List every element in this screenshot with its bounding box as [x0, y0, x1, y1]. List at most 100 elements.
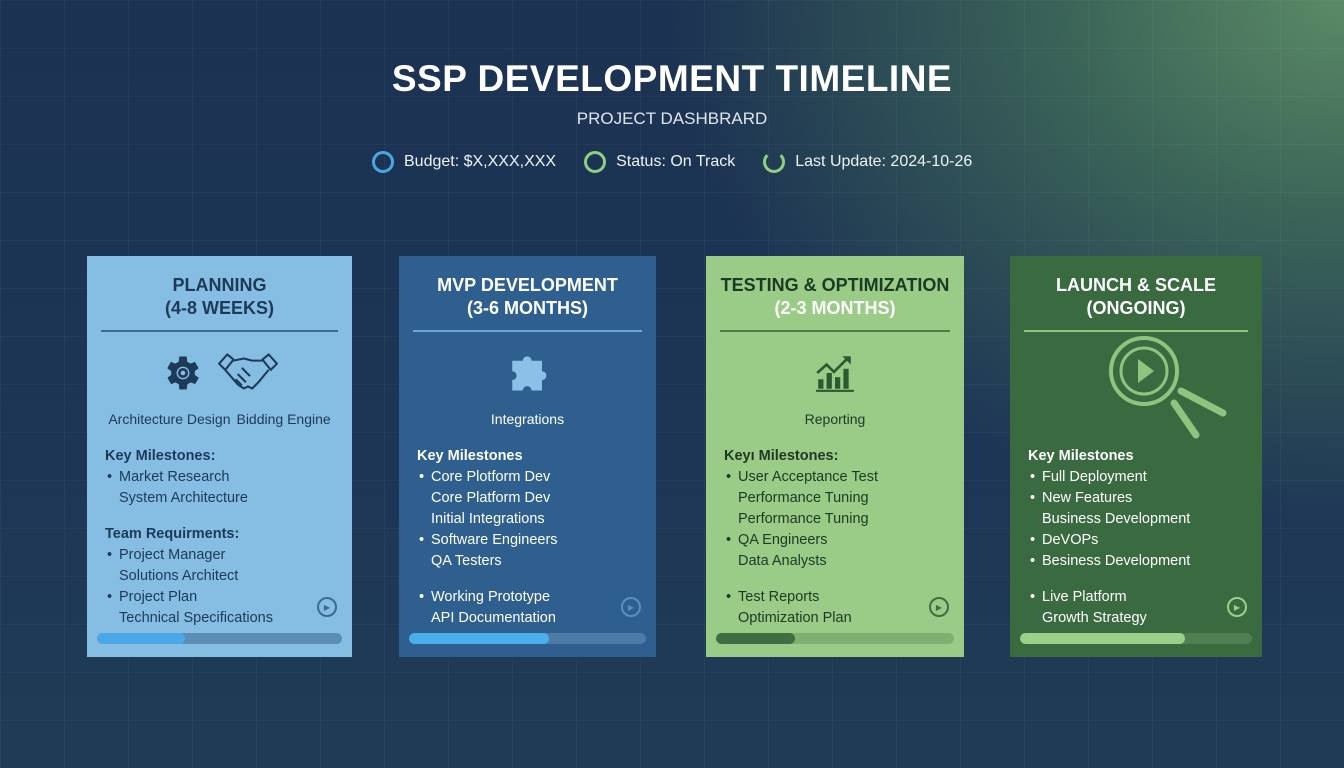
group-heading: Key Milestones — [417, 448, 523, 464]
phase-title-name: LAUNCH & SCALE — [1056, 275, 1216, 295]
progress-bar — [1020, 633, 1252, 644]
milestone-group: Key Milestones Core Plotform Dev Core Plat… — [417, 446, 558, 572]
page-title: SSP DEVELOPMENT TIMELINE — [391, 58, 953, 99]
list-item: Data Analysts — [738, 553, 827, 569]
stat-label: Status: On Track — [616, 153, 736, 170]
stat-item: Budget: $X,XXX,XXX — [372, 151, 556, 173]
stat-label: Budget: $X,XXX,XXX — [404, 153, 557, 170]
list-item: QA Testers — [431, 553, 502, 569]
list-item: Project Plan — [105, 587, 273, 608]
phase-card: LAUNCH & SCALE (ONGOING) Key Milestones Ful… — [1010, 256, 1262, 657]
list-item: Live Platform — [1028, 587, 1190, 608]
progress-fill — [1020, 633, 1185, 644]
milestone-group: Keyı Milestones: User Acceptance Test Perf… — [724, 446, 878, 572]
magnifier-play-icon — [1106, 333, 1236, 458]
phase-title: TESTING & OPTIMIZATION (2-3 MONTHS) — [706, 274, 964, 320]
play-icon[interactable]: ▶ — [317, 597, 337, 617]
phase-title: PLANNING (4-8 WEEKS) — [87, 274, 352, 320]
list-item: System Architecture — [119, 490, 248, 506]
handshake-icon — [217, 351, 279, 400]
list-item: Full Deployment — [1028, 467, 1190, 488]
list-item: DeVOPs — [1028, 530, 1190, 551]
stat-item: Last Update: 2024-10-26 — [763, 151, 972, 173]
play-icon[interactable]: ▶ — [621, 597, 641, 617]
puzzle-icon — [507, 350, 549, 401]
phase-title: MVP DEVELOPMENT (3-6 MONTHS) — [399, 274, 656, 320]
list-item: Project Manager — [105, 545, 273, 566]
phase-card: MVP DEVELOPMENT (3-6 MONTHS) Integrations K… — [399, 256, 656, 657]
list-item: Solutions Architect — [119, 568, 239, 584]
status-ring-icon — [584, 151, 607, 173]
stat-item: Status: On Track — [584, 151, 735, 173]
phase-title-name: MVP DEVELOPMENT — [437, 275, 618, 295]
phase-title-duration: (3-6 MONTHS) — [467, 298, 588, 318]
progress-bar — [716, 633, 954, 644]
list-item: User Acceptance Test — [724, 467, 878, 488]
divider — [1024, 330, 1248, 332]
list-item: Performance Tuning — [738, 490, 869, 506]
list-item: Core Platform Dev — [431, 490, 551, 506]
milestone-group: Key Milestones Full DeploymentNew Feature… — [1028, 446, 1190, 572]
list-item: Test Reports — [724, 587, 878, 608]
milestone-group: Test Reports Optimization Plan — [724, 587, 878, 629]
group-heading: Key Milestones: — [105, 448, 216, 464]
list-item: Business Development — [1042, 511, 1191, 527]
milestone-group: Working Prototype API Documentation — [417, 587, 558, 629]
list-item: Core Plotform Dev — [417, 467, 558, 488]
list-item: Growth Strategy — [1042, 610, 1147, 626]
icon-labels: Reporting — [706, 411, 964, 427]
list-item: QA Engineers — [724, 530, 878, 551]
progress-fill — [97, 633, 186, 644]
group-heading: Keyı Milestones: — [724, 448, 839, 464]
status-bar: Budget: $X,XXX,XXX Status: On Track Last U… — [372, 151, 972, 173]
milestones: Key Milestones Full DeploymentNew Feature… — [1028, 446, 1190, 644]
progress-fill — [716, 633, 795, 644]
phase-title-name: TESTING & OPTIMIZATION — [720, 275, 950, 295]
icon-label: Architecture Design — [108, 411, 231, 427]
divider — [720, 330, 950, 332]
phase-title-duration: (ONGOING) — [1086, 298, 1186, 318]
divider — [101, 330, 338, 332]
page-subtitle: PROJECT DASHBRARD — [576, 109, 768, 128]
list-item: Besiness Development — [1028, 551, 1190, 572]
list-item: Working Prototype — [417, 587, 558, 608]
icon-labels: Architecture Design Bidding Engine — [87, 411, 352, 427]
list-item: API Documentation — [431, 610, 556, 626]
phase-title-duration: (4-8 WEEKS) — [164, 298, 274, 318]
milestone-group: Key Milestones: Market Research System Arc… — [105, 446, 273, 509]
list-item: Initial Integrations — [431, 511, 545, 527]
icon-row — [1080, 336, 1262, 453]
play-icon[interactable]: ▶ — [1227, 597, 1247, 617]
gear-icon — [161, 351, 205, 400]
icon-row — [399, 348, 656, 403]
divider — [413, 330, 642, 332]
phase-card: PLANNING (4-8 WEEKS) Architecture Design Bi… — [87, 256, 352, 657]
icon-label: Integrations — [490, 411, 565, 427]
phase-title-duration: (2-3 MONTHS) — [774, 298, 896, 318]
icon-labels: Integrations — [399, 411, 656, 427]
list-item: Market Research — [105, 467, 273, 488]
list-item: Technical Specifications — [119, 610, 273, 626]
group-heading: Key Milestones — [1028, 448, 1134, 464]
icon-row — [87, 348, 352, 403]
phase-card: TESTING & OPTIMIZATION (2-3 MONTHS) Report… — [706, 256, 964, 657]
icon-row — [706, 348, 964, 403]
play-icon[interactable]: ▶ — [929, 597, 949, 617]
icon-label: Bidding Engine — [236, 411, 331, 427]
list-item: Performance Tuning — [738, 511, 869, 527]
phase-title: LAUNCH & SCALE (ONGOING) — [1010, 274, 1262, 320]
list-item: Software Engineers — [417, 530, 558, 551]
milestones: Key Milestones Core Plotform Dev Core Plat… — [417, 446, 558, 644]
status-ring-icon — [372, 151, 394, 173]
stat-label: Last Update: 2024-10-26 — [795, 153, 973, 170]
progress-bar — [97, 633, 342, 644]
icon-label: Reporting — [804, 411, 866, 427]
progress-bar — [409, 633, 646, 644]
progress-fill — [409, 633, 549, 644]
status-ring-icon — [763, 151, 786, 173]
milestone-group: Team Requirments: Project Manager Solution… — [105, 524, 273, 629]
list-item: Optimization Plan — [738, 610, 852, 626]
milestone-group: Live Platform Growth Strategy — [1028, 587, 1190, 629]
milestones: Key Milestones: Market Research System Arc… — [105, 446, 273, 644]
group-heading: Team Requirments: — [105, 526, 240, 542]
